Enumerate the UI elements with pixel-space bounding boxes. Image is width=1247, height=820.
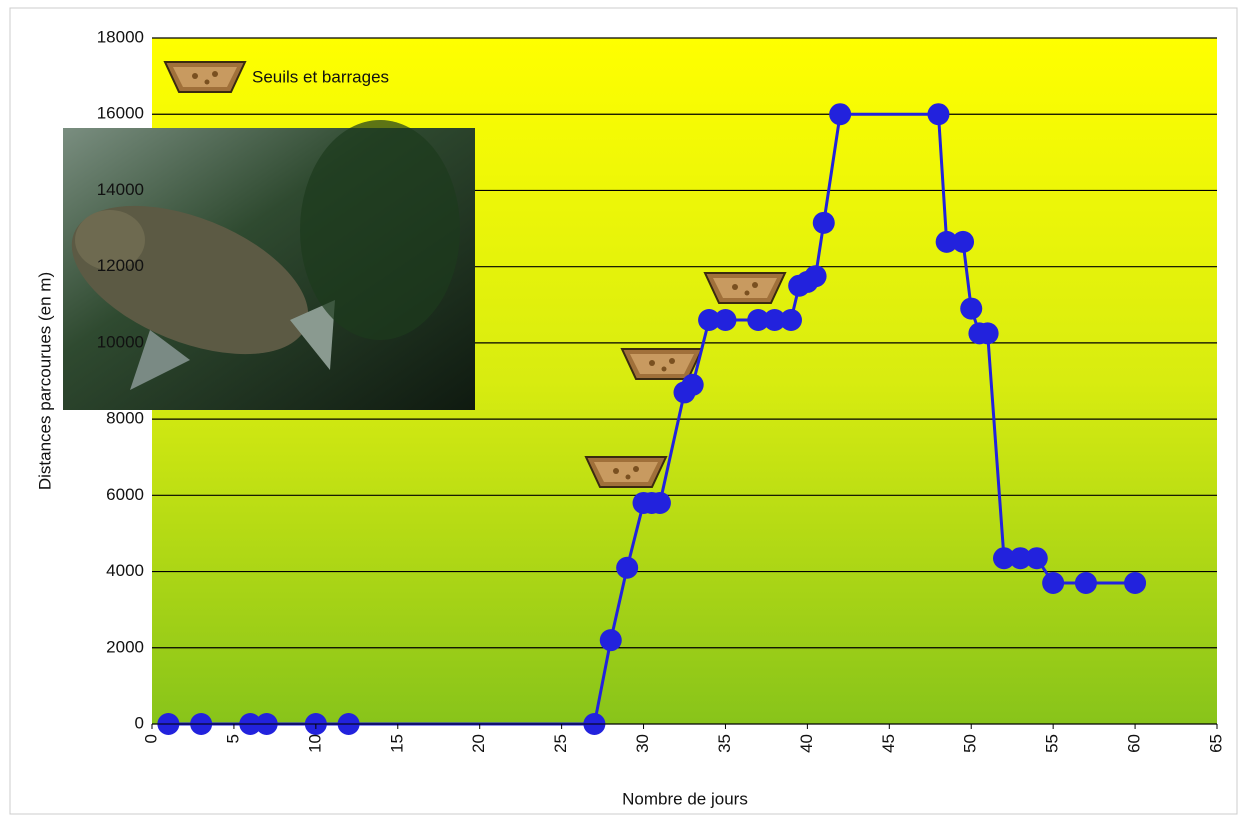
data-point — [1009, 547, 1032, 570]
photo — [63, 120, 475, 410]
x-tick-label: 45 — [879, 734, 898, 753]
data-point — [812, 211, 835, 234]
data-point — [976, 322, 999, 345]
legend-label: Seuils et barrages — [252, 67, 389, 86]
data-point — [698, 309, 721, 332]
x-tick-label: 5 — [223, 734, 242, 743]
data-point — [1042, 571, 1065, 594]
data-point — [935, 230, 958, 253]
y-tick-label: 14000 — [97, 180, 144, 199]
x-tick-label: 10 — [305, 734, 324, 753]
x-tick-label: 20 — [469, 734, 488, 753]
y-tick-label: 16000 — [97, 104, 144, 123]
x-tick-label: 35 — [715, 734, 734, 753]
data-point — [714, 309, 737, 332]
data-point — [952, 230, 975, 253]
data-point — [747, 309, 770, 332]
legend: Seuils et barrages — [164, 61, 389, 93]
frame — [9, 7, 1238, 815]
data-point — [993, 547, 1015, 570]
data-point — [681, 373, 704, 396]
x-tick-label: 60 — [1125, 734, 1144, 753]
data-point — [927, 103, 950, 126]
data-point — [780, 309, 802, 332]
x-tick-label: 0 — [141, 734, 160, 743]
data-point — [616, 556, 639, 579]
x-tick-label: 15 — [387, 734, 406, 753]
y-tick-label: 12000 — [97, 256, 144, 275]
x-tick-label: 25 — [551, 734, 570, 753]
data-point — [829, 103, 852, 126]
x-tick-label: 30 — [633, 734, 652, 753]
x-tick-label: 40 — [797, 734, 816, 753]
x-tick-label: 65 — [1206, 734, 1225, 753]
data-point — [763, 309, 786, 332]
data-point — [960, 297, 983, 320]
y-axis-title: Distances parcourues (en m) — [35, 272, 54, 490]
data-point — [1124, 571, 1147, 594]
data-point — [1074, 571, 1097, 594]
y-tick-label: 2000 — [106, 637, 144, 656]
x-tick-label: 55 — [1043, 734, 1062, 753]
y-tick-label: 0 — [135, 713, 144, 732]
y-tick-label: 6000 — [106, 485, 144, 504]
x-axis-title: Nombre de jours — [622, 789, 748, 808]
data-point — [1025, 547, 1048, 570]
y-tick-label: 18000 — [97, 27, 144, 46]
y-tick-label: 10000 — [97, 332, 144, 351]
x-tick-label: 50 — [961, 734, 980, 753]
data-point — [804, 265, 827, 288]
y-tick-label: 4000 — [106, 561, 144, 580]
data-point — [599, 629, 622, 652]
y-tick-label: 8000 — [106, 409, 144, 428]
data-point — [648, 491, 671, 514]
